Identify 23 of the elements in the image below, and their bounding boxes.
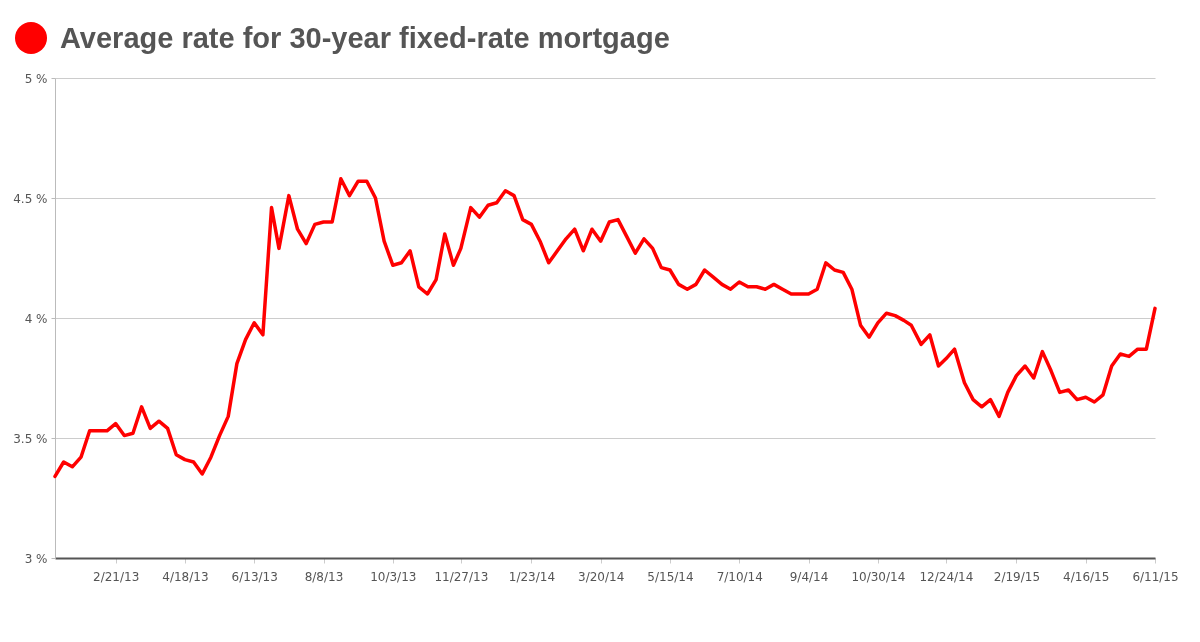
x-tick-label: 3/20/14 xyxy=(578,569,625,584)
y-tick-label: 4 % xyxy=(24,311,48,326)
x-tick-label: 11/27/13 xyxy=(434,569,489,584)
x-tick-label: 12/24/14 xyxy=(919,569,974,584)
x-tick-label: 6/13/13 xyxy=(231,569,278,584)
x-tick-label: 2/19/15 xyxy=(993,569,1041,584)
x-tick-label: 8/8/13 xyxy=(304,569,344,584)
x-tick-label: 9/4/14 xyxy=(789,569,829,584)
y-tick-label: 3.5 % xyxy=(13,431,48,446)
x-tick-label: 7/10/14 xyxy=(716,569,763,584)
x-tick-label: 1/23/14 xyxy=(508,569,556,584)
chart-title: Average rate for 30-year fixed-rate mortgage xyxy=(60,21,670,55)
y-tick-label: 4.5 % xyxy=(13,191,48,206)
y-tick-label: 3 % xyxy=(24,551,48,566)
x-tick-label: 10/30/14 xyxy=(851,569,906,584)
x-tick-label: 2/21/13 xyxy=(93,569,140,584)
x-tick-label: 5/15/14 xyxy=(647,569,694,584)
x-tick-label: 6/11/15 xyxy=(1132,569,1179,584)
y-tick-label: 5 % xyxy=(24,71,48,86)
x-tick-label: 4/16/15 xyxy=(1063,569,1110,584)
x-tick-label: 4/18/13 xyxy=(162,569,209,584)
line-series xyxy=(53,177,1157,479)
x-tick-label: 10/3/13 xyxy=(370,569,417,584)
